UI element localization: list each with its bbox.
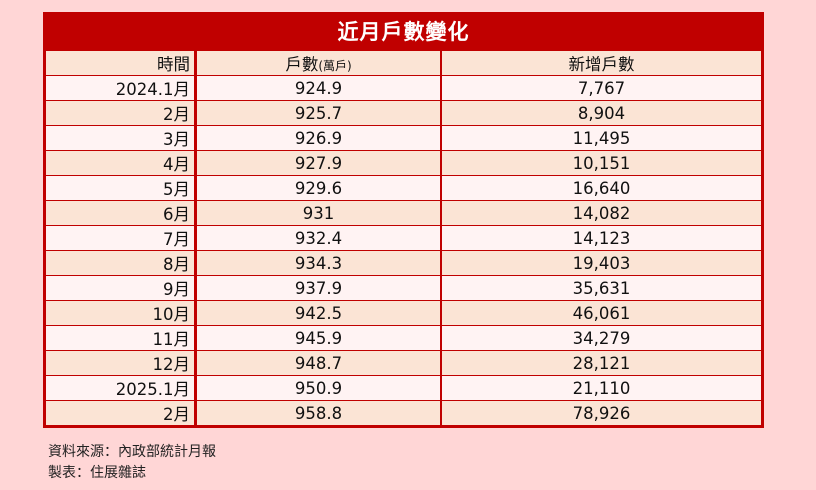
table-row: 4月 927.9 10,151 <box>45 150 762 176</box>
cell-households: 934.3 <box>195 250 442 276</box>
table-title: 近月戶數變化 <box>337 20 470 44</box>
cell-new: 46,061 <box>440 300 762 326</box>
maker-note: 製表：住展雜誌 <box>48 465 146 481</box>
cell-households: 945.9 <box>195 325 442 351</box>
cell-time: 2025.1月 <box>45 375 197 401</box>
cell-new: 21,110 <box>440 375 762 401</box>
cell-new: 14,123 <box>440 225 762 251</box>
cell-households: 927.9 <box>195 150 442 176</box>
cell-households: 937.9 <box>195 275 442 301</box>
cell-new: 19,403 <box>440 250 762 276</box>
cell-new: 8,904 <box>440 100 762 126</box>
cell-households: 924.9 <box>195 75 442 101</box>
table-row: 2024.1月 924.9 7,767 <box>45 75 762 101</box>
cell-time: 4月 <box>45 150 197 176</box>
table-row: 10月 942.5 46,061 <box>45 300 762 326</box>
cell-time: 10月 <box>45 300 197 326</box>
cell-time: 12月 <box>45 350 197 376</box>
cell-time: 2月 <box>45 400 197 426</box>
header-households-unit: (萬戶) <box>318 59 352 73</box>
cell-households: 950.9 <box>195 375 442 401</box>
household-table: 時間 戶數(萬戶) 新增戶數 2024.1月 924.9 7,767 2月 925.7 8… <box>45 50 762 426</box>
cell-new: 28,121 <box>440 350 762 376</box>
cell-new: 35,631 <box>440 275 762 301</box>
table-row: 11月 945.9 34,279 <box>45 325 762 351</box>
cell-households: 942.5 <box>195 300 442 326</box>
header-households-label: 戶數 <box>285 55 319 74</box>
table-row: 12月 948.7 28,121 <box>45 350 762 376</box>
table-row: 9月 937.9 35,631 <box>45 275 762 301</box>
cell-households: 925.7 <box>195 100 442 126</box>
cell-new: 10,151 <box>440 150 762 176</box>
cell-households: 926.9 <box>195 125 442 151</box>
cell-households: 948.7 <box>195 350 442 376</box>
table-row: 2月 925.7 8,904 <box>45 100 762 126</box>
cell-time: 7月 <box>45 225 197 251</box>
cell-households: 931 <box>195 200 442 226</box>
cell-new: 7,767 <box>440 75 762 101</box>
cell-new: 78,926 <box>440 400 762 426</box>
cell-time: 5月 <box>45 175 197 201</box>
table-row: 6月 931 14,082 <box>45 200 762 226</box>
table-row: 2月 958.8 78,926 <box>45 400 762 426</box>
cell-time: 9月 <box>45 275 197 301</box>
cell-households: 958.8 <box>195 400 442 426</box>
table-row: 7月 932.4 14,123 <box>45 225 762 251</box>
cell-time: 2024.1月 <box>45 75 197 101</box>
cell-new: 11,495 <box>440 125 762 151</box>
cell-households: 932.4 <box>195 225 442 251</box>
cell-new: 16,640 <box>440 175 762 201</box>
notes: 資料來源：內政部統計月報 製表：住展雜誌 <box>48 442 216 484</box>
cell-new: 34,279 <box>440 325 762 351</box>
source-note: 資料來源：內政部統計月報 <box>48 444 216 460</box>
cell-time: 2月 <box>45 100 197 126</box>
header-new: 新增戶數 <box>440 50 762 76</box>
header-time: 時間 <box>45 50 197 76</box>
household-table-frame: 近月戶數變化 時間 戶數(萬戶) 新增戶數 2024.1月 924.9 7,767 2… <box>43 12 764 428</box>
cell-time: 11月 <box>45 325 197 351</box>
table-row: 5月 929.6 16,640 <box>45 175 762 201</box>
cell-time: 6月 <box>45 200 197 226</box>
cell-time: 8月 <box>45 250 197 276</box>
header-households: 戶數(萬戶) <box>195 50 442 76</box>
cell-households: 929.6 <box>195 175 442 201</box>
cell-new: 14,082 <box>440 200 762 226</box>
table-row: 2025.1月 950.9 21,110 <box>45 375 762 401</box>
table-header-row: 時間 戶數(萬戶) 新增戶數 <box>45 50 762 76</box>
cell-time: 3月 <box>45 125 197 151</box>
table-row: 3月 926.9 11,495 <box>45 125 762 151</box>
table-row: 8月 934.3 19,403 <box>45 250 762 276</box>
